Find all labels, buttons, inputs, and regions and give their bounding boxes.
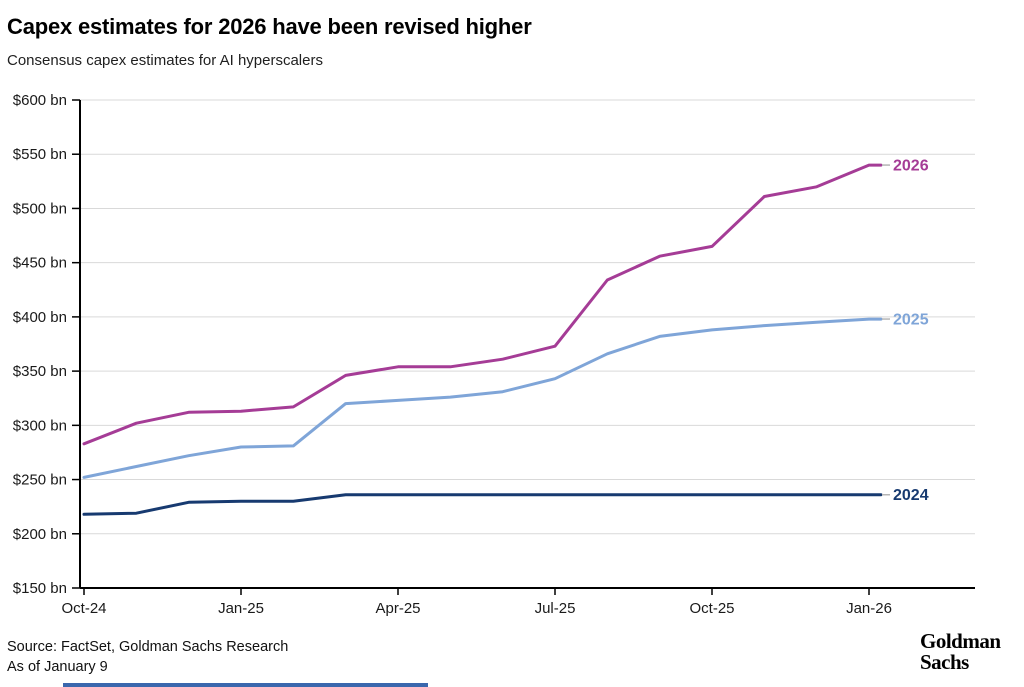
- series-line-2024: [82, 493, 883, 516]
- source-text: Source: FactSet, Goldman Sachs Research: [7, 639, 289, 655]
- y-tick-label: $300 bn: [13, 417, 67, 434]
- y-tick-label: $600 bn: [13, 92, 67, 109]
- logo-line-1: Goldman: [920, 629, 1001, 653]
- capex-line-chart: $600 bn $550 bn $500 bn $450 bn $400 bn $350 …: [13, 92, 975, 617]
- x-tick-label: Jan-25: [218, 600, 264, 617]
- series-line-2025: [82, 317, 883, 479]
- y-tick-label: $500 bn: [13, 200, 67, 217]
- x-tick-label: Jul-25: [535, 600, 576, 617]
- chart-title: Capex estimates for 2026 have been revis…: [7, 14, 532, 39]
- as-of-text: As of January 9: [7, 659, 108, 675]
- y-tick-label: $200 bn: [13, 526, 67, 543]
- series-line-2026: [82, 163, 883, 446]
- goldman-sachs-logo: Goldman Sachs: [920, 631, 1001, 673]
- y-tick-label: $550 bn: [13, 146, 67, 163]
- x-tick-label: Apr-25: [375, 600, 420, 617]
- y-tick-label: $350 bn: [13, 363, 67, 380]
- y-tick-label: $400 bn: [13, 309, 67, 326]
- bottom-accent-bar: [63, 683, 428, 687]
- chart-subtitle: Consensus capex estimates for AI hypersc…: [7, 52, 323, 69]
- y-tick-label: $450 bn: [13, 255, 67, 272]
- x-tick-label: Oct-25: [689, 600, 734, 617]
- series-end-label-2024: 2024: [893, 487, 929, 504]
- logo-line-2: Sachs: [920, 650, 969, 674]
- y-tick-label: $250 bn: [13, 472, 67, 489]
- x-tick-label: Oct-24: [61, 600, 106, 617]
- x-tick-label: Jan-26: [846, 600, 892, 617]
- series-end-label-2025: 2025: [893, 312, 929, 329]
- series-end-label-2026: 2026: [893, 158, 929, 175]
- y-tick-label: $150 bn: [13, 580, 67, 597]
